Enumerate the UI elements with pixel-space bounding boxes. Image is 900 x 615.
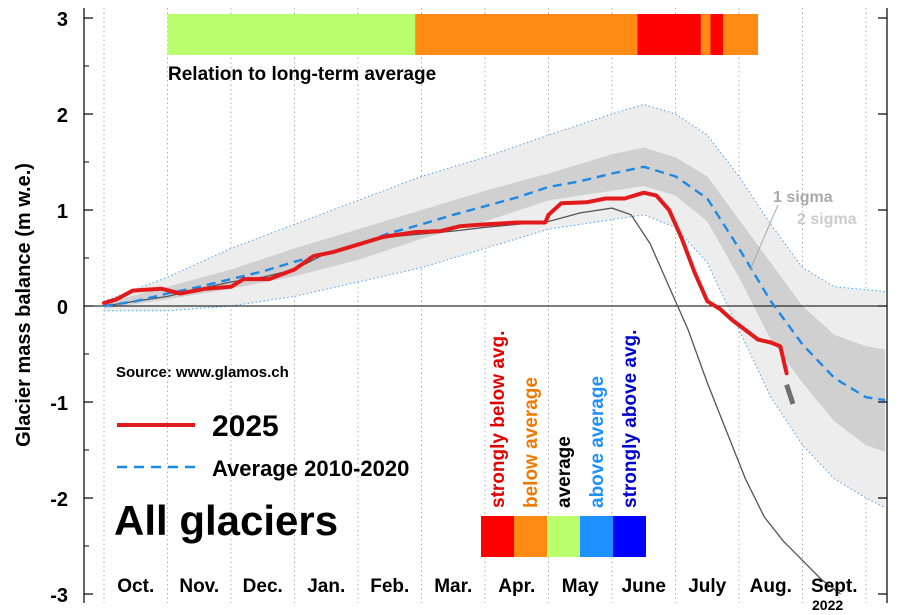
relation-segment — [710, 14, 724, 55]
legend: Source: www.glamos.ch 2025 Average 2010-… — [114, 364, 409, 544]
legend-average-label: Average 2010-2020 — [212, 456, 409, 481]
source-text: Source: www.glamos.ch — [116, 364, 289, 381]
category-label: above average — [587, 376, 608, 508]
relation-segment — [415, 14, 638, 55]
relation-bar — [167, 14, 759, 55]
month-label: June — [622, 576, 666, 597]
y-tick-label: -1 — [50, 393, 68, 415]
month-label: Aug. — [750, 576, 792, 597]
relation-segment — [167, 14, 416, 55]
sigma-annotation: 1 sigma 2 sigma — [749, 189, 857, 271]
relation-segment — [637, 14, 701, 55]
category-swatch — [514, 516, 547, 557]
y-tick-label: -3 — [50, 585, 68, 607]
y-tick-label: 1 — [57, 201, 68, 223]
two-sigma-lower-edge — [104, 214, 886, 509]
y-tick-label: 3 — [57, 9, 68, 31]
month-label: Nov. — [179, 576, 219, 597]
series-average-line — [103, 165, 886, 402]
y-axis-title: Glacier mass balance (m w.e.) — [13, 163, 35, 447]
relation-segment — [723, 14, 759, 55]
year-2022-label: 2022 — [812, 597, 843, 613]
month-label: Sept. — [811, 576, 857, 597]
month-label: Apr. — [498, 576, 535, 597]
category-label: average — [554, 436, 575, 508]
month-label: Dec. — [243, 576, 283, 597]
one-sigma-band — [104, 147, 886, 452]
category-swatch — [547, 516, 580, 557]
month-label: July — [688, 576, 726, 597]
series-forecast-line — [784, 383, 796, 405]
month-label: Feb. — [370, 576, 409, 597]
x-axis-months: Oct. Nov. Dec. Jan. Feb. Mar. Apr. May June July A… — [117, 576, 857, 597]
sigma-bands — [103, 103, 886, 509]
y-tick-label: 0 — [57, 297, 68, 319]
category-label: strongly above avg. — [620, 330, 641, 508]
month-label: Oct. — [117, 576, 154, 597]
category-swatch — [481, 516, 514, 557]
category-label: below average — [521, 377, 542, 508]
month-label: May — [562, 576, 599, 597]
legend-2025-label: 2025 — [212, 410, 279, 443]
one-sigma-label: 1 sigma — [773, 189, 833, 206]
month-label: Jan. — [307, 576, 345, 597]
relation-segment — [700, 14, 711, 55]
category-swatch — [613, 516, 646, 557]
category-legend: strongly below avg. below average average a… — [481, 330, 646, 557]
series-2025-line — [102, 190, 789, 376]
y-axis: 3 2 1 0 -1 -2 -3 — [50, 9, 887, 607]
month-label: Mar. — [434, 576, 472, 597]
y-tick-label: 2 — [57, 105, 68, 127]
y-tick-label: -2 — [50, 489, 68, 511]
category-label: strongly below avg. — [488, 331, 509, 508]
category-swatch — [580, 516, 613, 557]
sigma-pointer-line — [749, 204, 779, 271]
relation-label: Relation to long-term average — [168, 64, 436, 85]
series-lines — [102, 165, 886, 595]
panel-title: All glaciers — [114, 497, 338, 544]
two-sigma-label: 2 sigma — [797, 211, 857, 228]
